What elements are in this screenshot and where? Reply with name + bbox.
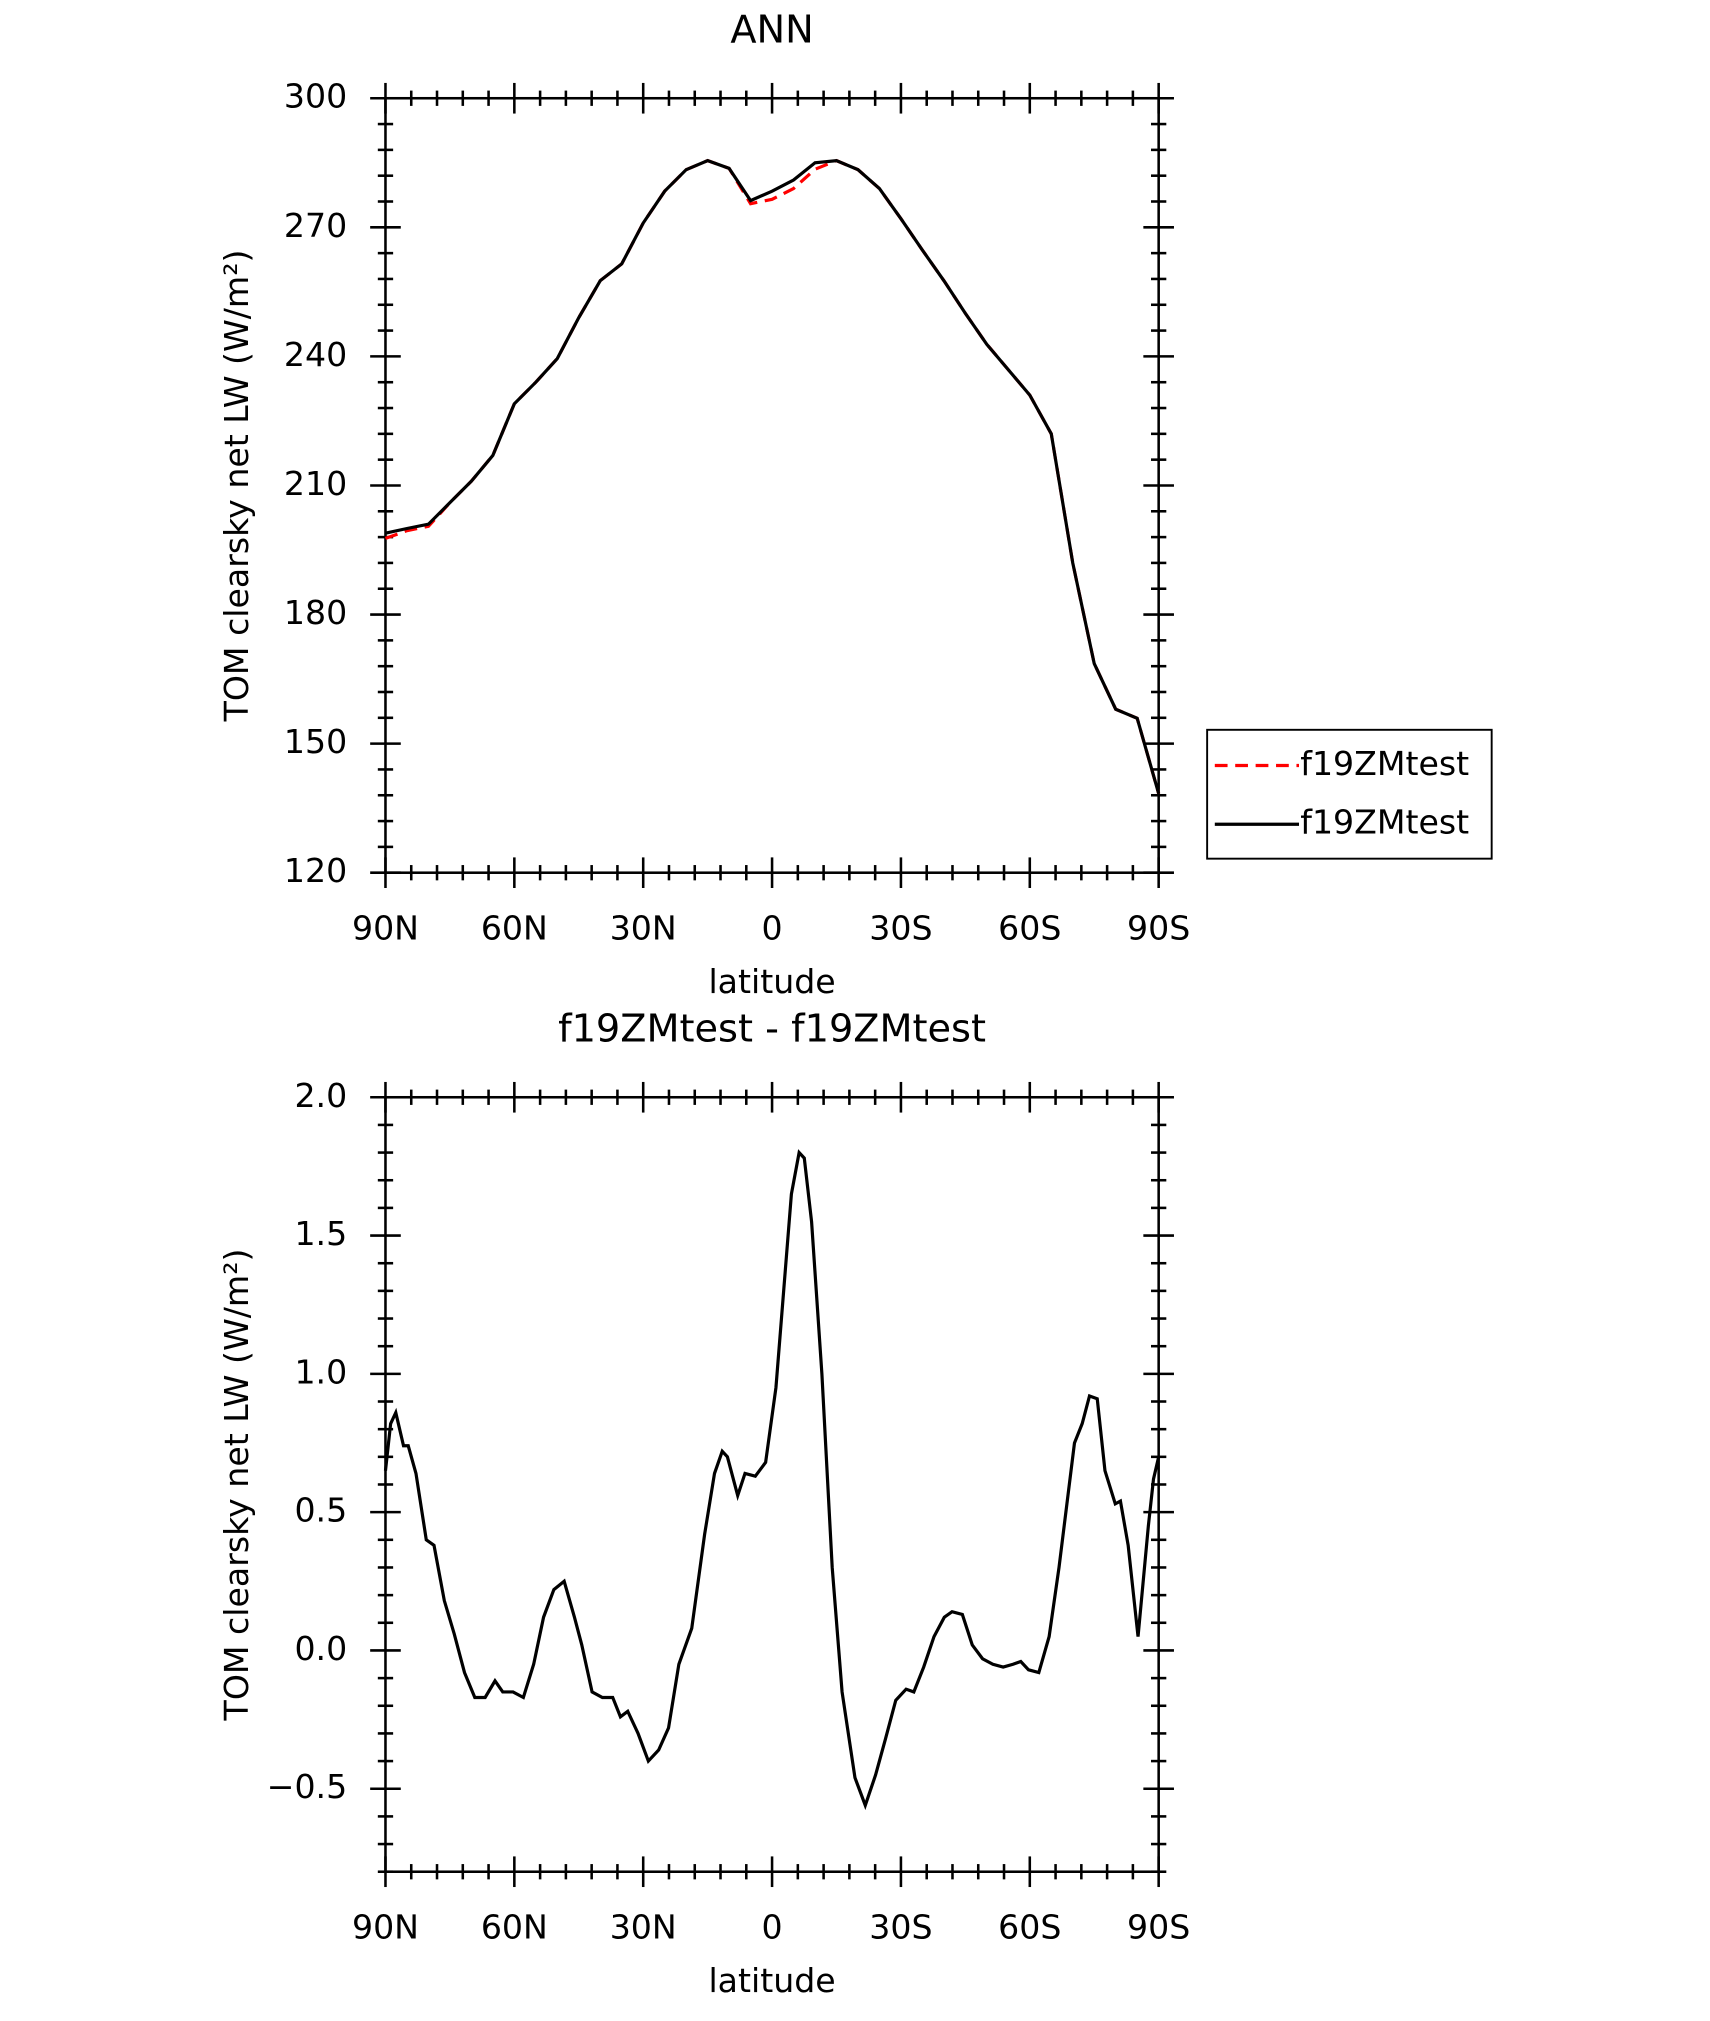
x-tick-label: 0 — [762, 1908, 783, 1947]
series-line — [384, 158, 1161, 794]
x-tick-label: 30N — [610, 1908, 677, 1947]
y-tick-label: 0.5 — [294, 1491, 347, 1530]
y-tick-label: 0.0 — [294, 1629, 347, 1668]
y-axis-label: TOM clearsky net LW (W/m²) — [217, 250, 256, 723]
chart-title: f19ZMtest - f19ZMtest — [558, 1006, 986, 1051]
x-tick-label: 90N — [352, 1908, 419, 1947]
x-tick-label: 90N — [352, 909, 419, 948]
y-tick-label: 300 — [284, 77, 347, 116]
x-axis-label: latitude — [708, 962, 835, 1001]
plot-frame — [384, 96, 1160, 874]
y-tick-label: −0.5 — [267, 1767, 348, 1806]
y-tick-label: 1.5 — [294, 1214, 347, 1253]
y-axis-label: TOM clearsky net LW (W/m²) — [217, 1249, 256, 1722]
legend-label: f19ZMtest — [1300, 803, 1469, 842]
y-tick-label: 240 — [284, 335, 347, 374]
x-tick-label: 90S — [1127, 1908, 1190, 1947]
x-tick-label: 30S — [869, 1908, 932, 1947]
x-tick-label: 60N — [481, 909, 548, 948]
x-tick-label: 60S — [998, 909, 1061, 948]
chart-title: ANN — [730, 7, 813, 52]
series-line — [385, 158, 1161, 794]
y-tick-label: 1.0 — [294, 1352, 347, 1391]
x-tick-label: 30S — [869, 909, 932, 948]
y-tick-label: 120 — [284, 851, 347, 890]
y-tick-label: 180 — [284, 593, 347, 632]
x-axis-label: latitude — [708, 1961, 835, 2000]
legend-label: f19ZMtest — [1300, 744, 1469, 783]
x-tick-label: 0 — [762, 909, 783, 948]
plot-frame — [384, 1095, 1160, 1873]
x-tick-label: 60N — [481, 1908, 548, 1947]
x-tick-label: 90S — [1127, 909, 1190, 948]
x-tick-label: 60S — [998, 1908, 1061, 1947]
y-tick-label: 150 — [284, 722, 347, 761]
y-tick-label: 210 — [284, 464, 347, 503]
x-tick-label: 30N — [610, 909, 677, 948]
y-tick-label: 270 — [284, 206, 347, 245]
legend-box — [1206, 728, 1493, 860]
series-line — [383, 1149, 1161, 1811]
y-tick-label: 2.0 — [294, 1076, 347, 1115]
